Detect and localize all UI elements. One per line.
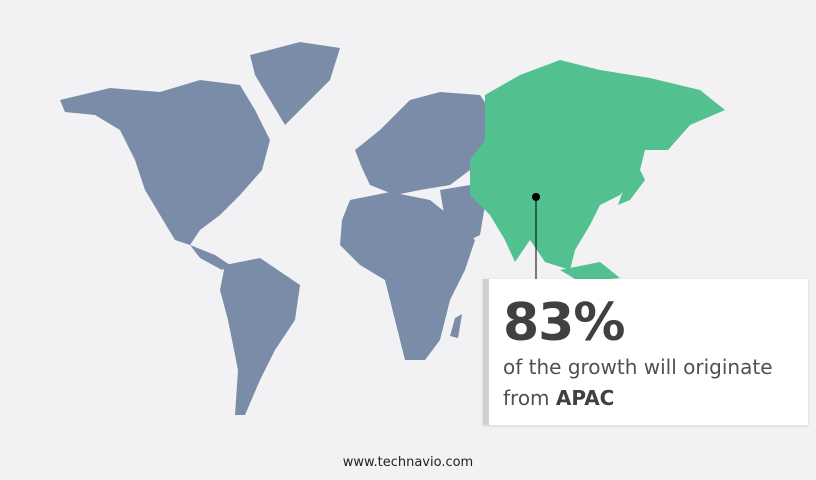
callout-card: 83% of the growth will originate from AP… [483,279,808,425]
southeast-asia-islands [560,262,620,282]
footer-url: www.technavio.com [342,455,474,470]
central-america [190,245,230,270]
callout-region: APAC [555,386,615,410]
growth-percentage: 83% [503,293,625,353]
europe [355,92,490,195]
asia-region [470,60,725,270]
middle-east [440,185,485,245]
africa [340,192,475,360]
callout-region-line: from APAC [503,386,614,410]
south-america [220,258,300,415]
callout-text: of the growth will originate [503,355,773,379]
land-other [60,42,490,415]
north-america [60,80,270,245]
japan [618,170,645,205]
land-apac [470,60,725,282]
greenland [250,42,340,125]
callout-prefix: from [503,386,550,410]
madagascar [450,314,462,338]
